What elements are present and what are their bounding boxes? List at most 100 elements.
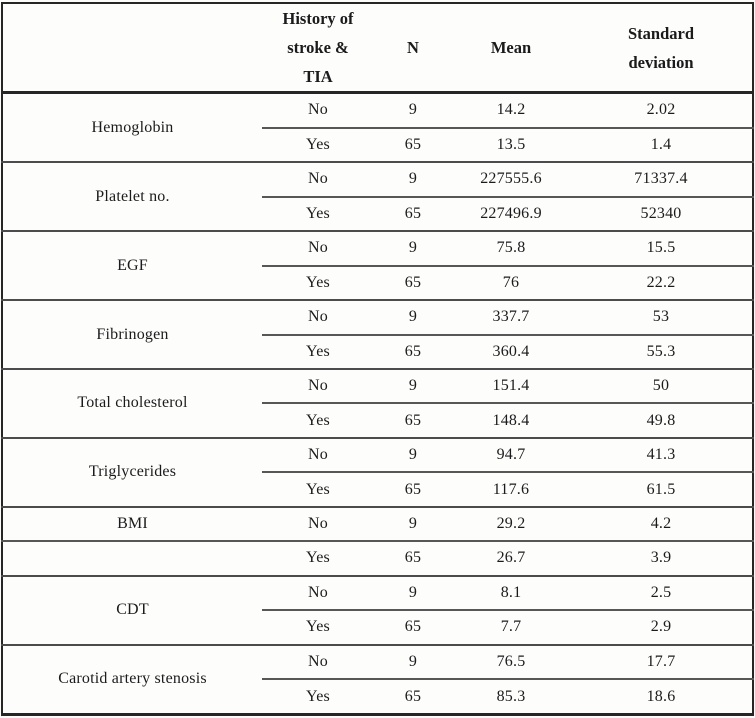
variable-label: CDT: [2, 574, 262, 645]
mean-cell: 151.4: [452, 367, 570, 405]
header-variable: [2, 3, 262, 94]
header-n: N: [374, 3, 452, 94]
n-cell: 65: [404, 480, 422, 498]
table-row: Carotid artery stenosis No 9 76.5 17.7: [2, 643, 753, 715]
n-cell: 65: [404, 618, 422, 636]
table-row: Platelet no. No 9 227555.6 71337.4: [2, 161, 753, 232]
table-row: Yes 65 148.4 49.8: [2, 403, 753, 437]
history-cell: No: [262, 92, 374, 129]
header-history-label: History of stroke & TIA: [282, 9, 354, 86]
table-row: Yes 65 26.7 3.9: [2, 541, 753, 575]
n-cell: 9: [374, 505, 452, 543]
table-row: Hemoglobin No 9 14.2 2.02: [2, 92, 753, 136]
table-row: Yes 65 7.7 2.9: [2, 610, 753, 644]
table-row: Yes 65 227496.9 52340: [2, 197, 753, 231]
sd-cell: 1.4: [650, 136, 672, 154]
sd-cell: 22.2: [646, 273, 676, 291]
variable-label: Total cholesterol: [2, 367, 262, 438]
n-cell: 65: [404, 549, 422, 567]
history-cell: No: [262, 643, 374, 681]
variable-label: Fibrinogen: [2, 299, 262, 369]
mean-cell: 117.6: [492, 480, 530, 498]
mean-cell: 94.7: [452, 436, 570, 474]
n-cell: 9: [374, 299, 452, 336]
history-cell: Yes: [306, 204, 330, 222]
mean-cell: 75.8: [452, 230, 570, 267]
mean-cell: 13.5: [496, 136, 526, 154]
table-row: Total cholesterol No 9 151.4 50: [2, 367, 753, 438]
sd-cell: 49.8: [646, 411, 676, 429]
sd-cell: 2.02: [570, 92, 753, 129]
table-row: Yes 65 117.6 61.5: [2, 472, 753, 506]
n-cell: 9: [374, 230, 452, 267]
n-cell: 9: [374, 574, 452, 612]
variable-label: Hemoglobin: [91, 118, 174, 136]
n-cell: 65: [404, 342, 422, 360]
mean-cell: 29.2: [452, 505, 570, 543]
mean-cell: 227496.9: [480, 204, 542, 222]
sd-cell: 55.3: [646, 342, 676, 360]
variable-label: Platelet no.: [2, 161, 262, 232]
sd-cell: 3.9: [650, 549, 672, 567]
history-cell: No: [262, 161, 374, 198]
table-row: Triglycerides No 9 94.7 41.3: [2, 436, 753, 507]
n-cell: 9: [374, 436, 452, 474]
mean-cell: 76.5: [452, 643, 570, 681]
header-row: History of stroke & TIA N Mean Standard …: [2, 3, 753, 94]
n-cell: 65: [404, 136, 422, 154]
variable-label: EGF: [2, 230, 262, 301]
mean-cell: 337.7: [452, 299, 570, 336]
table-row: Fibrinogen No 9 337.7 53: [2, 299, 753, 369]
mean-cell: 8.1: [452, 574, 570, 612]
table-row: Yes 65 76 22.2: [2, 266, 753, 300]
mean-cell: 26.7: [496, 549, 526, 567]
table-row: EGF No 9 75.8 15.5: [2, 230, 753, 301]
variable-label-empty: [2, 541, 262, 575]
history-cell: Yes: [306, 411, 330, 429]
header-history: History of stroke & TIA: [262, 3, 374, 94]
header-sd-label: Standard deviation: [627, 23, 695, 72]
history-cell: Yes: [306, 136, 330, 154]
history-cell: No: [262, 230, 374, 267]
n-cell: 65: [404, 273, 422, 291]
n-cell: 65: [404, 204, 422, 222]
sd-cell: 2.9: [650, 618, 672, 636]
table-row: Yes 65 13.5 1.4: [2, 128, 753, 162]
sd-cell: 2.5: [570, 574, 753, 612]
history-cell: Yes: [306, 342, 330, 360]
variable-label: Carotid artery stenosis: [2, 643, 262, 715]
sd-cell: 53: [570, 299, 753, 336]
sd-cell: 15.5: [570, 230, 753, 267]
sd-cell: 41.3: [570, 436, 753, 474]
history-cell: Yes: [306, 549, 330, 567]
table-row: CDT No 9 8.1 2.5: [2, 574, 753, 645]
history-cell: Yes: [306, 480, 330, 498]
history-cell: No: [262, 299, 374, 336]
mean-cell: 148.4: [492, 411, 530, 429]
mean-cell: 14.2: [452, 92, 570, 129]
n-cell: 9: [374, 643, 452, 681]
history-cell: No: [262, 436, 374, 474]
variable-label: Triglycerides: [2, 436, 262, 507]
history-cell: Yes: [306, 618, 330, 636]
sd-cell: 61.5: [646, 480, 676, 498]
sd-cell: 71337.4: [570, 161, 753, 198]
sd-cell: 52340: [640, 204, 682, 222]
mean-cell: 227555.6: [452, 161, 570, 198]
n-cell: 9: [374, 161, 452, 198]
n-cell: 65: [404, 687, 422, 705]
mean-cell: 76: [502, 273, 520, 291]
mean-cell: 85.3: [496, 687, 526, 705]
n-cell: 9: [374, 367, 452, 405]
mean-cell: 7.7: [500, 618, 522, 636]
table-row: Yes 65 85.3 18.6: [2, 679, 753, 714]
sd-cell: 17.7: [570, 643, 753, 681]
history-cell: No: [262, 574, 374, 612]
sd-cell: 18.6: [646, 687, 676, 705]
table-row: BMI No 9 29.2 4.2: [2, 505, 753, 543]
history-cell: No: [262, 505, 374, 543]
history-cell: Yes: [306, 687, 330, 705]
history-cell: Yes: [306, 273, 330, 291]
